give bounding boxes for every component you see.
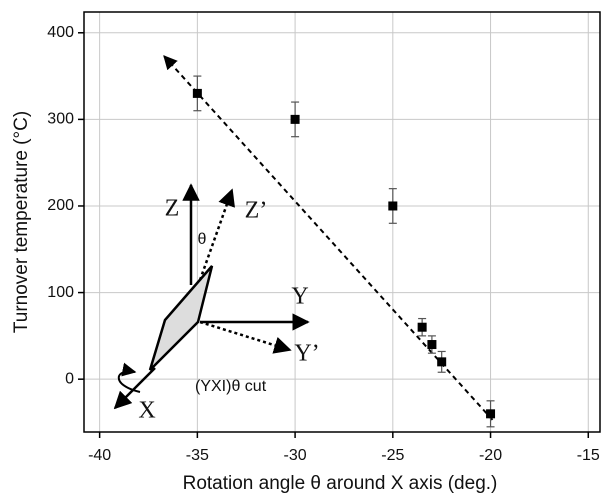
x-tick-label: -20 <box>479 447 502 464</box>
inset-diagram: Z Z’ θ Y Y’ X (YXI)θ cut <box>113 183 320 424</box>
x-tick-label: -40 <box>88 447 111 464</box>
annotation: Y’ <box>294 341 319 367</box>
grid <box>84 12 600 432</box>
data-point <box>486 409 496 419</box>
annotation: θ <box>198 231 207 248</box>
data-point <box>290 114 300 124</box>
x-tick-label: -30 <box>284 447 307 464</box>
data-point <box>417 322 427 332</box>
plot-frame <box>83 11 601 433</box>
x-axis-arrow <box>113 367 156 410</box>
data-point <box>388 201 398 211</box>
y-tick-label: 200 <box>47 197 74 214</box>
annotation: (YXI)θ cut <box>195 378 267 395</box>
y-tick-label: 400 <box>47 24 74 41</box>
crystal-plate <box>148 265 214 371</box>
x-axis-title: Rotation angle θ around X axis (deg.) <box>183 473 498 494</box>
z-prime-arrow <box>198 188 235 281</box>
x-tick-label: -25 <box>381 447 404 464</box>
annotation: Z <box>165 196 180 222</box>
y-tick-label: 100 <box>47 284 74 301</box>
rotation-arrow <box>117 362 141 393</box>
y-axis-title: Turnover temperature (°C) <box>11 111 32 333</box>
x-tick-label: -35 <box>186 447 209 464</box>
annotation: Y <box>291 284 308 310</box>
data-point <box>437 357 447 367</box>
y-prime-arrow <box>199 320 292 354</box>
y-tick-label: 300 <box>47 111 74 128</box>
annotation: Z’ <box>245 198 268 224</box>
x-tick-label: -15 <box>577 447 600 464</box>
data-point <box>427 340 437 350</box>
y-tick-label: 0 <box>65 370 74 387</box>
data-point <box>192 88 202 98</box>
annotation: X <box>138 398 155 424</box>
